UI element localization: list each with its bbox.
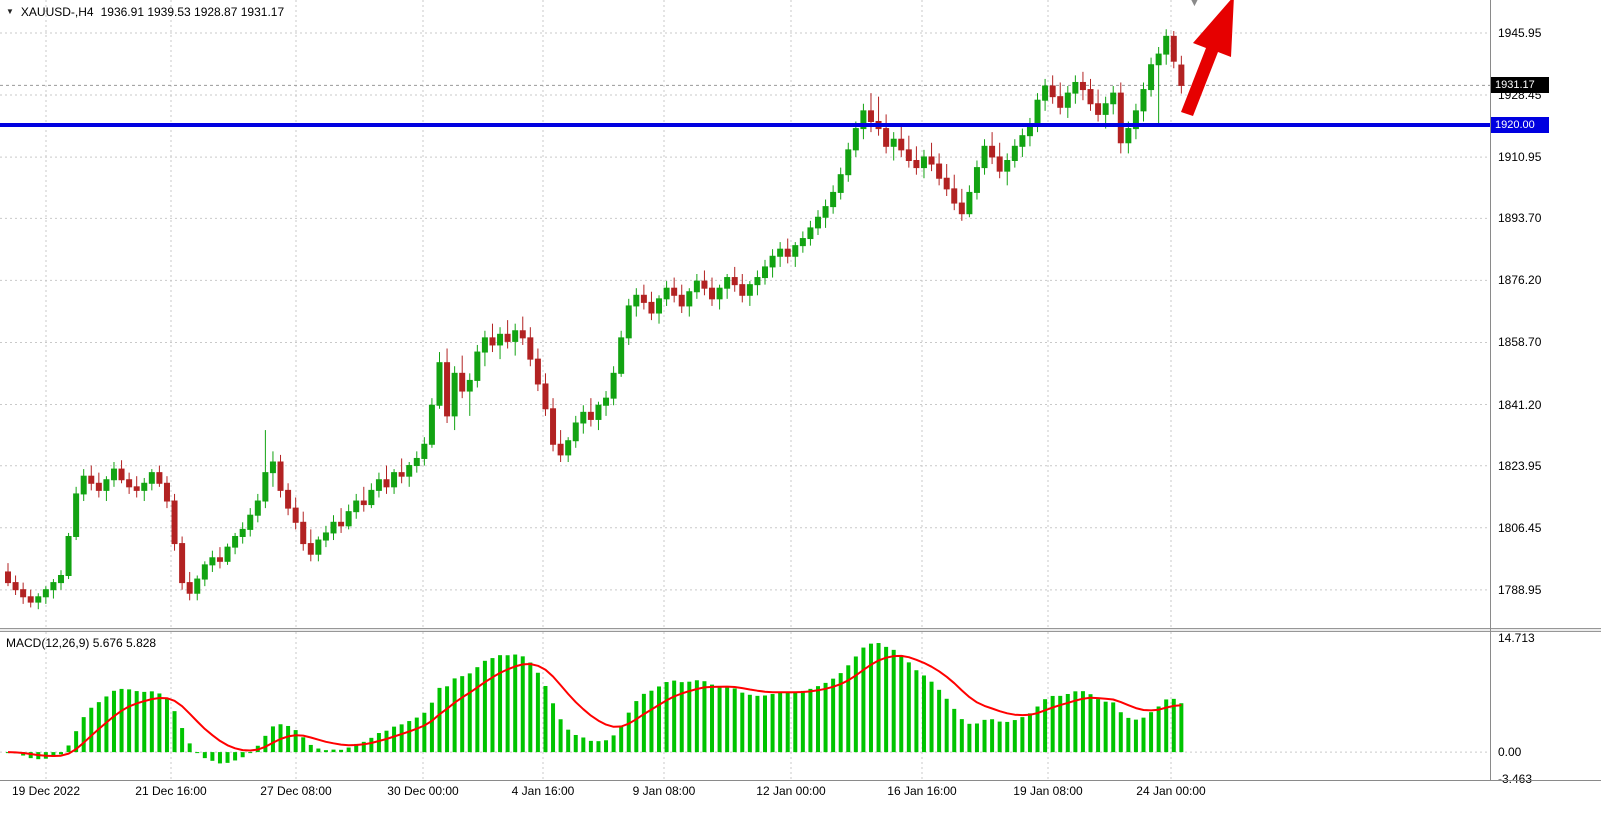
- macd-canvas[interactable]: [0, 632, 1490, 780]
- price-axis-tick: 1788.95: [1498, 582, 1542, 597]
- chart-header: ▼ XAUUSD-,H4 1936.91 1939.53 1928.87 193…: [6, 5, 284, 19]
- time-axis[interactable]: 19 Dec 2022 21 Dec 16:00 27 Dec 08:00 30 De…: [0, 784, 1601, 804]
- price-axis-tick: 1806.45: [1498, 520, 1542, 535]
- level-price-badge: 1920.00: [1491, 117, 1549, 134]
- panel-divider[interactable]: [0, 628, 1601, 632]
- chart-ohlc-values: 1936.91 1939.53 1928.87 1931.17: [100, 5, 285, 19]
- chart-shift-marker-icon[interactable]: ▼: [1189, 0, 1200, 9]
- price-axis[interactable]: 1931.17 1920.00 1945.95 1928.45 1910.95 189…: [1490, 0, 1601, 628]
- price-chart-panel[interactable]: ▼ XAUUSD-,H4 1936.91 1939.53 1928.87 193…: [0, 0, 1490, 628]
- chart-title: XAUUSD-,H4: [20, 5, 94, 19]
- macd-axis[interactable]: 14.713 0.00 -3.463: [1490, 631, 1601, 786]
- time-axis-label: 24 Jan 00:00: [1136, 784, 1206, 798]
- price-axis-tick: 1876.20: [1498, 273, 1542, 288]
- time-axis-label: 16 Jan 16:00: [887, 784, 957, 798]
- time-axis-label: 27 Dec 08:00: [260, 784, 332, 798]
- time-axis-label: 12 Jan 00:00: [756, 784, 826, 798]
- price-axis-tick: 1858.70: [1498, 335, 1542, 350]
- macd-axis-tick: -3.463: [1498, 771, 1533, 786]
- macd-axis-tick: 0.00: [1498, 745, 1522, 760]
- macd-indicator-label: MACD(12,26,9) 5.676 5.828: [6, 636, 157, 650]
- time-axis-label: 4 Jan 16:00: [511, 784, 575, 798]
- price-axis-tick: 1823.95: [1498, 458, 1542, 473]
- price-axis-tick: 1841.20: [1498, 397, 1542, 412]
- bottom-separator-line: [0, 780, 1601, 781]
- price-axis-tick: 1910.95: [1498, 150, 1542, 165]
- time-axis-label: 19 Jan 08:00: [1013, 784, 1083, 798]
- macd-axis-tick: 14.713: [1498, 631, 1535, 646]
- time-axis-label: 21 Dec 16:00: [135, 784, 207, 798]
- price-chart-canvas[interactable]: [0, 0, 1490, 628]
- bid-price-badge: 1931.17: [1491, 77, 1549, 94]
- time-axis-label: 19 Dec 2022: [11, 784, 81, 798]
- time-axis-label: 30 Dec 00:00: [387, 784, 459, 798]
- macd-indicator-panel[interactable]: [0, 632, 1490, 780]
- price-axis-tick: 1893.70: [1498, 211, 1542, 226]
- symbol-dropdown-icon[interactable]: ▼: [6, 7, 14, 16]
- time-axis-label: 9 Jan 08:00: [632, 784, 696, 798]
- price-axis-tick: 1945.95: [1498, 25, 1542, 40]
- axis-separator-line: [1490, 0, 1491, 781]
